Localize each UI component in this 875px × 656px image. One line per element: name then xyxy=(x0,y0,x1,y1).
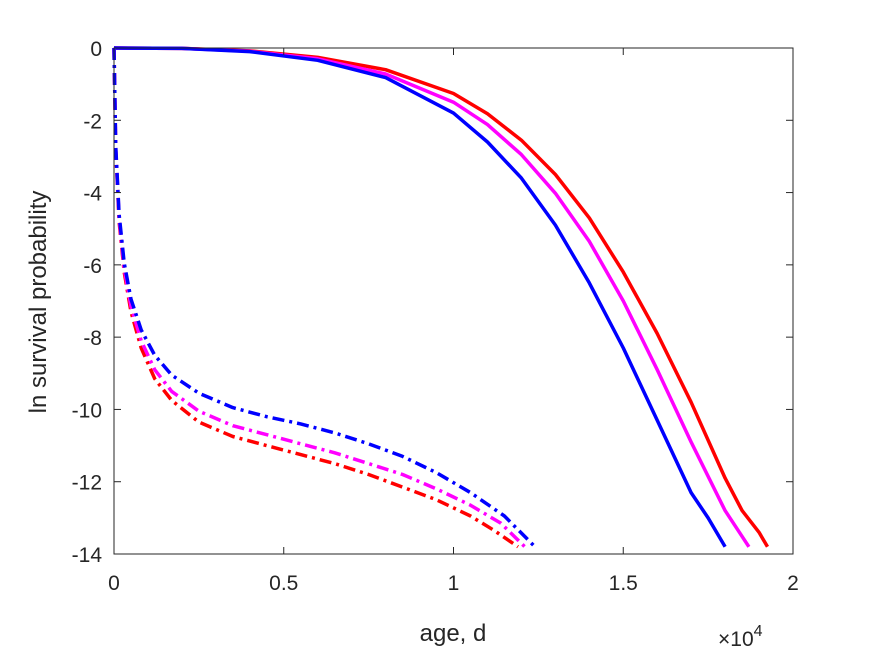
x-axis-ticks: 0 0.5 1 1.5 2 xyxy=(108,48,799,595)
x-tick-label: 0.5 xyxy=(269,572,298,595)
series-line-5-dashdot xyxy=(112,47,527,549)
y-tick-label: -12 xyxy=(72,472,102,495)
x-axis-exponent-base: ×10 xyxy=(718,628,754,651)
x-tick-label: 0 xyxy=(108,572,120,595)
y-axis-label: ln survival probability xyxy=(25,191,52,414)
series-line-3-solid xyxy=(113,46,727,548)
y-tick-label: -4 xyxy=(83,183,102,206)
x-tick-label: 2 xyxy=(787,572,799,595)
axes-frame xyxy=(113,47,794,555)
series-line-4-dashdot xyxy=(112,47,519,549)
y-tick-label: 0 xyxy=(90,38,102,61)
y-tick-label: -10 xyxy=(72,399,102,422)
series-line-6-dashdot xyxy=(112,47,537,549)
y-tick-label: -8 xyxy=(83,327,102,350)
x-axis-label: age, d xyxy=(420,620,487,647)
y-tick-label: -6 xyxy=(83,255,102,278)
x-axis-exponent-power: 4 xyxy=(754,623,763,640)
y-tick-label: -2 xyxy=(83,110,102,133)
x-tick-label: 1.5 xyxy=(609,572,638,595)
plot-frame xyxy=(113,47,794,555)
x-axis-exponent: ×104 xyxy=(718,623,763,651)
plot-lines xyxy=(112,46,770,549)
x-tick-label: 1 xyxy=(448,572,460,595)
y-axis-ticks: 0 -2 -4 -6 -8 -10 -12 -14 xyxy=(72,38,793,567)
y-tick-label: -14 xyxy=(72,544,103,567)
series-line-1-solid xyxy=(113,46,770,548)
